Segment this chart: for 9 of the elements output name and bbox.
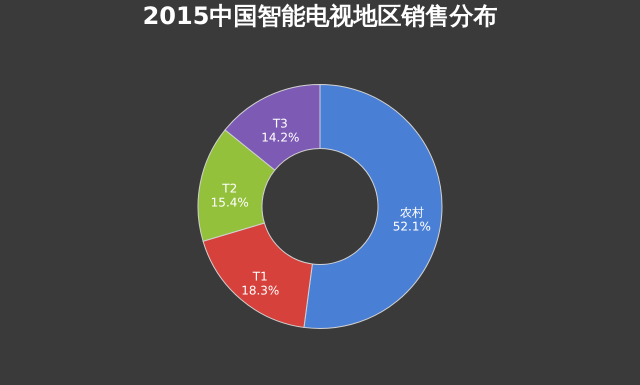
data-label: 18.3% bbox=[241, 283, 280, 298]
slice-label: T3 bbox=[272, 116, 288, 131]
data-label: 52.1% bbox=[392, 220, 431, 234]
slice-label: T2 bbox=[221, 182, 238, 196]
slice-label: T1 bbox=[252, 269, 268, 284]
data-label: 15.4% bbox=[210, 196, 249, 210]
slice-label: 农村 bbox=[400, 206, 424, 220]
chart-title: 2015中国智能电视地区销售分布 bbox=[142, 2, 498, 30]
data-label: 14.2% bbox=[261, 130, 300, 145]
